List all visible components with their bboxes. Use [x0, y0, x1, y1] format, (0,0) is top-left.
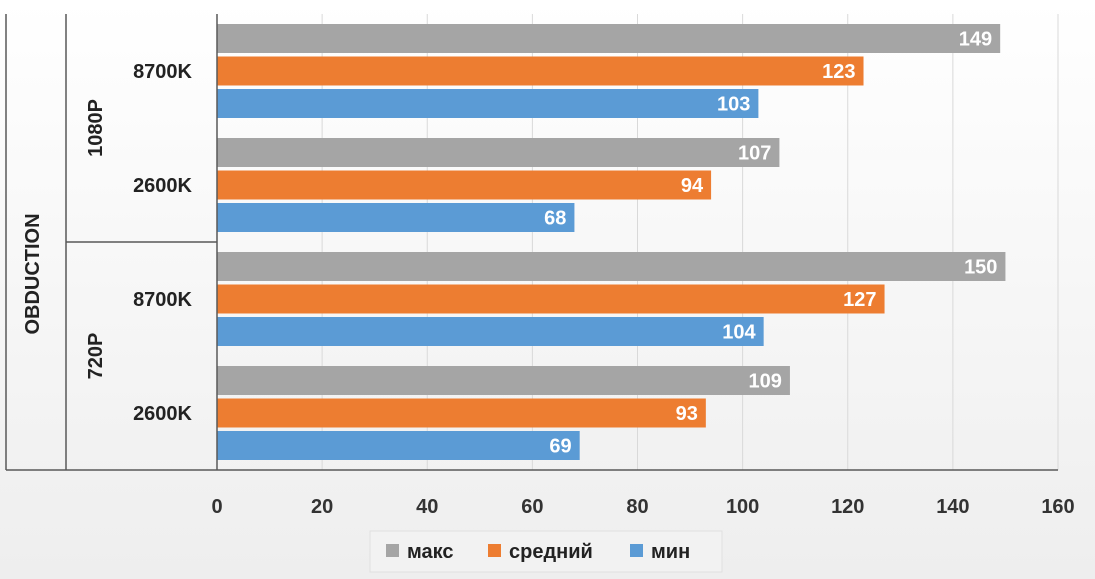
group-label: 1080P [85, 99, 107, 157]
legend-swatch [630, 544, 643, 557]
x-tick-label: 120 [831, 496, 864, 518]
outer-label: OBDUCTION [22, 213, 44, 334]
legend-label: средний [509, 541, 593, 563]
category-label: 2600K [133, 175, 192, 197]
bar [217, 284, 885, 314]
bar-value-label: 127 [843, 289, 876, 311]
bar-value-label: 103 [717, 94, 750, 116]
bar-value-label: 123 [822, 61, 855, 83]
x-tick-label: 0 [211, 496, 222, 518]
legend-label: макс [407, 541, 454, 563]
bar [217, 24, 1001, 53]
bar [217, 317, 764, 346]
legend-swatch [488, 544, 501, 557]
bar [217, 252, 1006, 281]
x-tick-label: 80 [626, 496, 648, 518]
bar-value-label: 149 [959, 29, 992, 51]
bar-value-label: 93 [676, 403, 698, 425]
group-label: 720P [85, 333, 107, 380]
x-tick-label: 100 [726, 496, 759, 518]
bar [217, 366, 790, 395]
x-tick-label: 40 [416, 496, 438, 518]
legend-label: мин [651, 541, 690, 563]
bar [217, 431, 580, 460]
bar-value-label: 104 [722, 322, 756, 344]
bar [217, 89, 759, 118]
bar [217, 138, 780, 167]
legend-swatch [386, 544, 399, 557]
bar [217, 170, 712, 200]
bar [217, 203, 575, 232]
legend-box [369, 530, 723, 573]
bar-value-label: 94 [681, 175, 704, 197]
category-label: 8700K [133, 289, 192, 311]
bar-value-label: 68 [544, 208, 566, 230]
bar-value-label: 150 [964, 257, 997, 279]
x-tick-label: 140 [936, 496, 969, 518]
bar-value-label: 69 [549, 436, 571, 458]
bar [217, 56, 864, 86]
x-tick-label: 20 [311, 496, 333, 518]
category-label: 8700K [133, 61, 192, 83]
bar [217, 398, 706, 428]
bar-value-label: 107 [738, 143, 771, 165]
x-tick-label: 60 [521, 496, 543, 518]
bar-value-label: 109 [749, 371, 782, 393]
x-tick-label: 160 [1041, 496, 1074, 518]
category-label: 2600K [133, 403, 192, 425]
